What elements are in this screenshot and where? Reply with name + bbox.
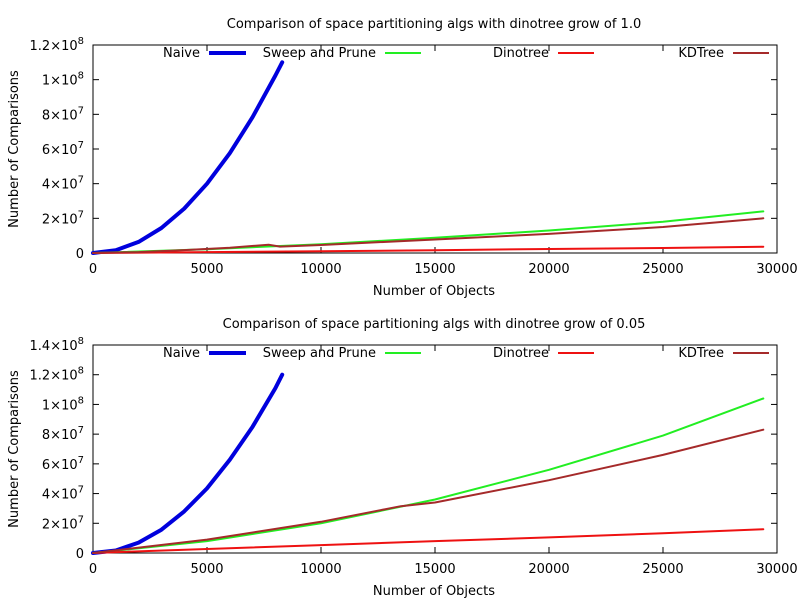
x-tick-label: 5000 [190,262,223,277]
series-line-kdtree [92,217,765,254]
y-tick-label: 4×107 [42,485,84,503]
x-tick-label: 5000 [190,562,223,577]
series-line-kdtree [92,428,765,554]
x-tick-label: 20000 [528,262,569,277]
y-tick-label: 6×107 [42,140,84,158]
legend-label-sweep: Sweep and Prune [263,346,376,361]
chart-title: Comparison of space partitioning algs wi… [227,17,641,32]
x-tick-label: 15000 [414,562,455,577]
legend-label-dinotree: Dinotree [493,46,549,61]
y-tick-label: 4×107 [42,175,84,193]
legend-label-kdtree: KDTree [678,46,724,61]
y-tick-label: 1.2×108 [30,36,84,54]
y-tick-label: 1×108 [42,395,84,413]
x-tick-label: 0 [89,262,97,277]
x-tick-label: 25000 [642,262,683,277]
legend-label-kdtree: KDTree [678,346,724,361]
series-line-dinotree [92,528,765,554]
y-tick-label: 1×108 [42,71,84,89]
y-tick-label: 0 [76,547,84,562]
y-tick-label: 1.4×108 [30,336,84,354]
series-line-naive [91,60,285,255]
y-tick-label: 1.2×108 [30,366,84,384]
y-tick-label: 0 [76,247,84,262]
x-tick-label: 10000 [300,262,341,277]
x-tick-label: 15000 [414,262,455,277]
series-line-sweep [92,397,765,554]
legend-label-naive: Naive [163,46,200,61]
y-tick-label: 8×107 [42,425,84,443]
chart-title: Comparison of space partitioning algs wi… [223,317,646,332]
legend-label-sweep: Sweep and Prune [263,46,376,61]
legend-label-naive: Naive [163,346,200,361]
series-line-naive [91,372,285,555]
x-axis-label: Number of Objects [373,584,495,599]
chart-panel-bottom: Comparison of space partitioning algs wi… [7,317,798,599]
x-tick-label: 30000 [756,262,797,277]
x-axis-label: Number of Objects [373,284,495,299]
x-tick-label: 10000 [300,562,341,577]
y-tick-label: 8×107 [42,105,84,123]
series-line-dinotree [92,245,765,254]
y-tick-label: 2×107 [42,209,84,227]
x-tick-label: 30000 [756,562,797,577]
chart-panel-top: Comparison of space partitioning algs wi… [7,17,798,299]
y-tick-label: 6×107 [42,455,84,473]
x-tick-label: 20000 [528,562,569,577]
x-tick-label: 25000 [642,562,683,577]
y-axis-label: Number of Comparisons [7,70,22,228]
legend-label-dinotree: Dinotree [493,346,549,361]
x-tick-label: 0 [89,562,97,577]
y-axis-label: Number of Comparisons [7,370,22,528]
y-tick-label: 2×107 [42,514,84,532]
